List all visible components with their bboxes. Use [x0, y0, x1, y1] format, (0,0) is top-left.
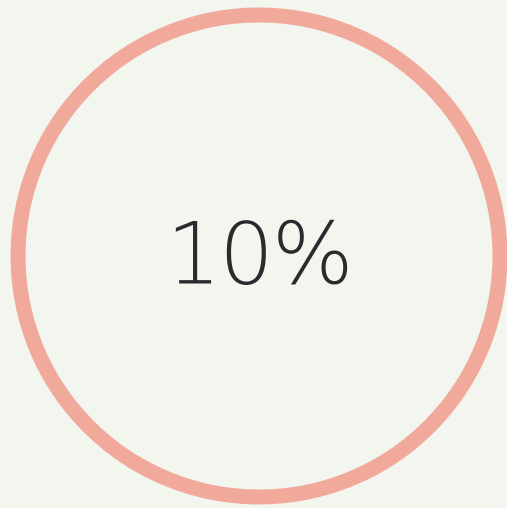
progress-label: 10%	[166, 205, 351, 305]
progress-ring	[10, 7, 507, 505]
